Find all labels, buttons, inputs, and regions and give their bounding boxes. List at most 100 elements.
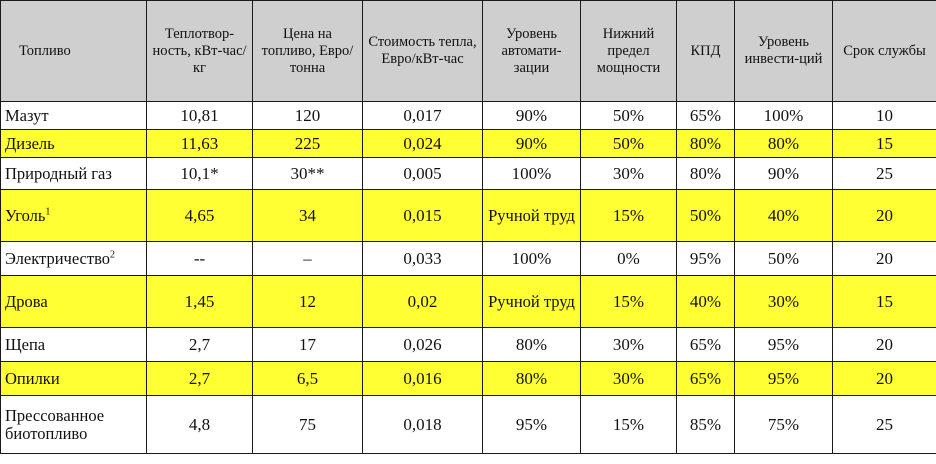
column-header: Теплотвор-ность, кВт-час/кг xyxy=(146,0,253,102)
fuel-name: Прессованное биотопливо xyxy=(5,405,105,443)
column-header: Нижний предел мощности xyxy=(580,0,677,102)
table-row: Дизель 11,63 225 0,024 90% 50% 80% 80% 15 xyxy=(0,129,936,158)
table-cell: 12 xyxy=(252,275,363,328)
table-cell: 80% xyxy=(482,361,581,396)
table-row: Щепа 2,7 17 0,026 80% 30% 65% 95% 20 xyxy=(0,327,936,362)
table-cell: 15 xyxy=(832,129,936,158)
fuel-name: Мазут xyxy=(5,105,49,125)
table-cell: 15% xyxy=(580,395,677,454)
table-cell: 120 xyxy=(252,101,363,130)
table-cell: 90% xyxy=(482,129,581,158)
table-cell: 95% xyxy=(676,241,735,276)
table-cell: 225 xyxy=(252,129,363,158)
table-row: Уголь1 4,65 34 0,015 Ручной труд 15% 50% 40% 20 xyxy=(0,189,936,242)
table-cell: Ручной труд xyxy=(482,189,581,242)
table-cell: 50% xyxy=(676,189,735,242)
fuel-name-cell: Дрова xyxy=(0,275,147,328)
table-cell: 75% xyxy=(734,395,833,454)
table-cell: 65% xyxy=(676,101,735,130)
table-cell: 20 xyxy=(832,189,936,242)
fuel-comparison-table: Топливо Теплотвор-ность, кВт-час/кг Цена… xyxy=(0,0,936,454)
fuel-name: Опилки xyxy=(5,368,60,388)
table-cell: 80% xyxy=(676,129,735,158)
table-cell: 15% xyxy=(580,275,677,328)
table-cell: – xyxy=(252,241,363,276)
table-cell: 4,65 xyxy=(146,189,253,242)
table-cell: 30** xyxy=(252,157,363,190)
column-header: Топливо xyxy=(0,0,147,102)
fuel-name-cell: Природный газ xyxy=(0,157,147,190)
fuel-name-cell: Опилки xyxy=(0,361,147,396)
fuel-name: Природный газ xyxy=(5,163,112,183)
table-cell: 0% xyxy=(580,241,677,276)
fuel-name: Дрова xyxy=(5,291,48,311)
column-header: Цена на топливо, Евро/тонна xyxy=(252,0,363,102)
fuel-name: Щепа xyxy=(5,334,46,354)
fuel-name-cell: Щепа xyxy=(0,327,147,362)
table-cell: 20 xyxy=(832,361,936,396)
table-row: Дрова 1,45 12 0,02 Ручной труд 15% 40% 30% 15 xyxy=(0,275,936,328)
table-cell: 85% xyxy=(676,395,735,454)
fuel-name: Дизель xyxy=(5,133,55,153)
table-cell: 0,02 xyxy=(362,275,483,328)
table-cell: 2,7 xyxy=(146,361,253,396)
table-cell: 30% xyxy=(580,157,677,190)
fuel-name-cell: Мазут xyxy=(0,101,147,130)
fuel-name-cell: Электричество2 xyxy=(0,241,147,276)
fuel-name-cell: Дизель xyxy=(0,129,147,158)
table-cell: 95% xyxy=(482,395,581,454)
fuel-name-cell: Уголь1 xyxy=(0,189,147,242)
table-cell: 15 xyxy=(832,275,936,328)
column-header: Срок службы xyxy=(832,0,936,102)
fuel-name: Уголь xyxy=(5,205,46,225)
footnote-marker: 1 xyxy=(45,206,51,217)
table-cell: 34 xyxy=(252,189,363,242)
table-cell: Ручной труд xyxy=(482,275,581,328)
table-row: Мазут 10,81 120 0,017 90% 50% 65% 100% 10 xyxy=(0,101,936,130)
table-cell: 0,024 xyxy=(362,129,483,158)
table-row: Прессованное биотопливо 4,8 75 0,018 95% 15% 8… xyxy=(0,395,936,454)
table-cell: 0,026 xyxy=(362,327,483,362)
column-header: Уровень автомати-зации xyxy=(482,0,581,102)
table-cell: 0,016 xyxy=(362,361,483,396)
fuel-name-cell: Прессованное биотопливо xyxy=(0,395,147,454)
column-header: Уровень инвести-ций xyxy=(734,0,833,102)
column-header: Стоимость тепла, Евро/кВт-час xyxy=(362,0,483,102)
table-row: Опилки 2,7 6,5 0,016 80% 30% 65% 95% 20 xyxy=(0,361,936,396)
table-cell: 10 xyxy=(832,101,936,130)
table-cell: 30% xyxy=(734,275,833,328)
column-header: КПД xyxy=(676,0,735,102)
table-cell: 4,8 xyxy=(146,395,253,454)
table-cell: 0,005 xyxy=(362,157,483,190)
table-cell: 20 xyxy=(832,241,936,276)
table-cell: 50% xyxy=(734,241,833,276)
table-cell: 65% xyxy=(676,361,735,396)
table-cell: 30% xyxy=(580,327,677,362)
table-cell: 30% xyxy=(580,361,677,396)
table-cell: 10,81 xyxy=(146,101,253,130)
table-cell: 0,015 xyxy=(362,189,483,242)
table-cell: 40% xyxy=(734,189,833,242)
table-cell: 90% xyxy=(482,101,581,130)
table-cell: 40% xyxy=(676,275,735,328)
table-row: Электричество2 -- –0,033 100% 0% 95% 50% 20 xyxy=(0,241,936,276)
table-cell: 11,63 xyxy=(146,129,253,158)
table-cell: 80% xyxy=(482,327,581,362)
table-cell: 100% xyxy=(734,101,833,130)
table-cell: 50% xyxy=(580,101,677,130)
table-cell: 95% xyxy=(734,361,833,396)
table-cell: 65% xyxy=(676,327,735,362)
table-cell: 95% xyxy=(734,327,833,362)
table-cell: 90% xyxy=(734,157,833,190)
table-cell: 0,033 xyxy=(362,241,483,276)
footnote-marker: 2 xyxy=(110,249,116,260)
table-cell: 15% xyxy=(580,189,677,242)
header-row: Топливо Теплотвор-ность, кВт-час/кг Цена… xyxy=(0,0,936,102)
table-cell: 6,5 xyxy=(252,361,363,396)
table-cell: 80% xyxy=(734,129,833,158)
table-cell: 0,017 xyxy=(362,101,483,130)
table-body: Мазут 10,81 120 0,017 90% 50% 65% 100% 10 Дизель 1… xyxy=(0,101,936,454)
table-cell: 20 xyxy=(832,327,936,362)
table-cell: -- xyxy=(146,241,253,276)
